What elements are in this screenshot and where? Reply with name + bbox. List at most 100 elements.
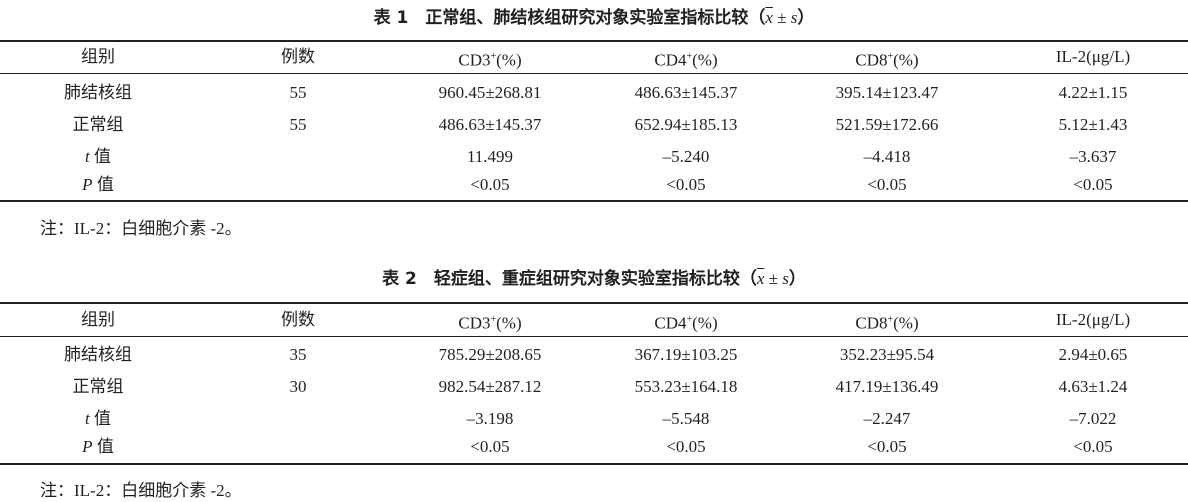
table-cell: 肺结核组 xyxy=(0,82,198,104)
table-cell: <0.05 xyxy=(390,174,590,196)
header-text: 例数 xyxy=(281,310,315,329)
table-cell: –4.418 xyxy=(787,146,987,168)
column-header: CD3+(%)CD3+(%) xyxy=(458,313,522,333)
header-text: IL-2(μg/L) xyxy=(1055,310,1131,329)
cell-text: <0.05 xyxy=(1073,437,1113,456)
header-rule xyxy=(0,336,1188,338)
table-cell: 肺结核组 xyxy=(0,344,198,366)
table-cell: –7.022 xyxy=(993,408,1188,430)
table-cell: –5.240 xyxy=(586,146,786,168)
cell-text: <0.05 xyxy=(867,437,907,456)
table-cell: 5.12±1.43 xyxy=(993,114,1188,136)
column-header: IL-2(μg/L) xyxy=(993,46,1188,68)
table-cell: 352.23±95.54 xyxy=(787,344,987,366)
table-cell: –3.198 xyxy=(390,408,590,430)
table-cell: 4.22±1.15 xyxy=(993,82,1188,104)
table-cell: 553.23±164.18 xyxy=(586,376,786,398)
column-header: CD8+(%)CD8+(%) xyxy=(855,313,919,333)
cell-text: 35 xyxy=(289,345,307,364)
header-text: 组别 xyxy=(81,310,115,329)
table-caption: 正常组、肺结核组研究对象实验室指标比较 xyxy=(425,8,749,28)
table-cell: <0.05 xyxy=(586,436,786,458)
table-cell: 960.45±268.81 xyxy=(390,82,590,104)
stat-sd: s xyxy=(790,8,798,27)
cell-text: 982.54±287.12 xyxy=(438,377,542,396)
cell-text: <0.05 xyxy=(867,175,907,194)
cell-text: 352.23±95.54 xyxy=(839,345,935,364)
table-cell: <0.05 xyxy=(993,436,1188,458)
table-cell: 正常组 xyxy=(0,114,198,136)
cell-text: <0.05 xyxy=(470,437,510,456)
table-label: 表 1 xyxy=(373,8,409,28)
stat-close: ） xyxy=(797,8,815,28)
column-header: CD4+(%)CD4+(%) xyxy=(654,50,718,70)
table-cell: 55 xyxy=(198,82,398,104)
stat-pm: ± xyxy=(764,269,783,288)
cell-text: 486.63±145.37 xyxy=(634,83,738,102)
table-cell: 652.94±185.13 xyxy=(586,114,786,136)
cell-text: 417.19±136.49 xyxy=(835,377,939,396)
cell-text: 30 xyxy=(289,377,307,396)
table-note: 注：IL-2：白细胞介素 -2。 xyxy=(40,219,242,238)
cell-text: 395.14±123.47 xyxy=(835,83,939,102)
header-text: 例数 xyxy=(281,47,315,66)
column-header: 组别 xyxy=(0,46,198,68)
table-cell: 11.499 xyxy=(390,146,590,168)
cell-text: 2.94±0.65 xyxy=(1058,345,1128,364)
cell-text: 367.19±103.25 xyxy=(634,345,738,364)
stat-mean: x xyxy=(756,269,765,288)
table-cell: <0.05 xyxy=(787,174,987,196)
table-cell: 486.63±145.37 xyxy=(586,82,786,104)
table-cell: –3.637 xyxy=(993,146,1188,168)
table-cell: 30 xyxy=(198,376,398,398)
cell-text: 肺结核组 xyxy=(64,345,132,364)
stat-close: ） xyxy=(788,269,806,289)
cell-text: 486.63±145.37 xyxy=(438,115,542,134)
stat-open: （ xyxy=(748,8,766,28)
cell-text: 553.23±164.18 xyxy=(634,377,738,396)
table-cell: 486.63±145.37 xyxy=(390,114,590,136)
stat-pm: ± xyxy=(772,8,791,27)
cell-text: 4.63±1.24 xyxy=(1058,377,1128,396)
bottom-rule xyxy=(0,200,1188,202)
stat-notation: x ± s xyxy=(765,8,797,27)
table-title: 表 1 正常组、肺结核组研究对象实验室指标比较（x ± s） xyxy=(0,7,1188,29)
table-caption: 轻症组、重症组研究对象实验室指标比较 xyxy=(433,269,740,289)
table-cell: 982.54±287.12 xyxy=(390,376,590,398)
table-cell: <0.05 xyxy=(787,436,987,458)
table-title: 表 2 轻症组、重症组研究对象实验室指标比较（x ± s） xyxy=(0,268,1188,290)
cell-text: 正常组 xyxy=(72,377,124,396)
cell-text: 11.499 xyxy=(466,147,514,166)
top-rule xyxy=(0,40,1188,42)
header-rule xyxy=(0,73,1188,75)
table-cell: P 值P 值 xyxy=(82,437,114,456)
cell-text: <0.05 xyxy=(666,437,706,456)
cell-text: 960.45±268.81 xyxy=(438,83,542,102)
header-text: 组别 xyxy=(81,47,115,66)
cell-text: <0.05 xyxy=(666,175,706,194)
cell-text: 55 xyxy=(289,115,307,134)
table-cell: 785.29±208.65 xyxy=(390,344,590,366)
cell-text: –5.548 xyxy=(662,409,710,428)
table-cell: 395.14±123.47 xyxy=(787,82,987,104)
cell-text: 785.29±208.65 xyxy=(438,345,542,364)
stat-mean: x xyxy=(765,8,773,27)
table-cell: <0.05 xyxy=(586,174,786,196)
top-rule xyxy=(0,302,1188,304)
cell-text: –4.418 xyxy=(863,147,911,166)
column-header: CD3+(%)CD3+(%) xyxy=(458,50,522,70)
table-cell: –5.548 xyxy=(586,408,786,430)
cell-text: –7.022 xyxy=(1069,409,1117,428)
table-cell: 417.19±136.49 xyxy=(787,376,987,398)
cell-text: –2.247 xyxy=(863,409,911,428)
table-cell: 正常组 xyxy=(0,376,198,398)
column-header: IL-2(μg/L) xyxy=(993,309,1188,331)
cell-text: –3.637 xyxy=(1069,147,1117,166)
cell-text: 4.22±1.15 xyxy=(1058,83,1128,102)
table-note: 注：IL-2：白细胞介素 -2。 xyxy=(40,481,242,500)
table-cell: –2.247 xyxy=(787,408,987,430)
column-header: CD8+(%)CD8+(%) xyxy=(855,50,919,70)
cell-text: 5.12±1.43 xyxy=(1058,115,1128,134)
table-cell: <0.05 xyxy=(993,174,1188,196)
cell-text: 55 xyxy=(289,83,307,102)
